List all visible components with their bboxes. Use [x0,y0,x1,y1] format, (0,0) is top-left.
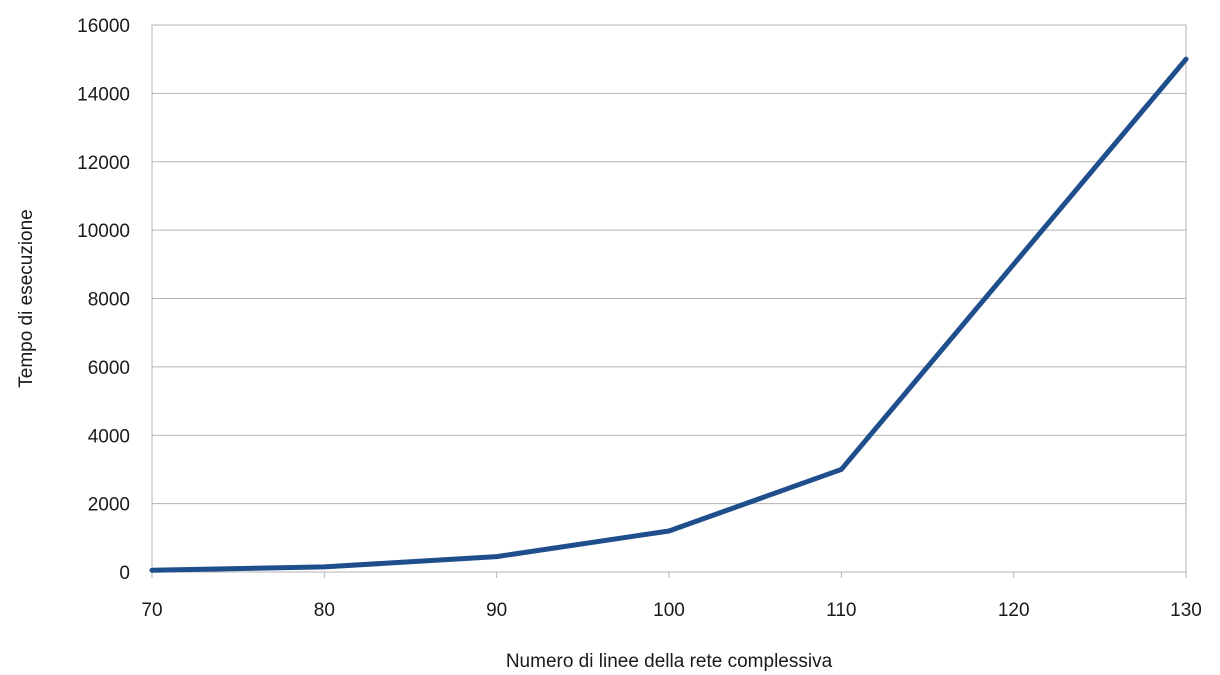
y-tick-label: 10000 [77,221,130,242]
x-tick-label: 130 [1170,600,1202,621]
y-axis-title: Tempo di esecuzione [16,209,37,388]
x-tick-label: 100 [653,600,685,621]
y-tick-label: 6000 [88,358,130,379]
y-tick-label: 16000 [77,16,130,37]
y-tick-label: 4000 [88,426,130,447]
x-tick-label: 110 [826,600,856,621]
x-axis-ticks: 70 80 90 100 110 120 130 [141,572,1202,621]
y-tick-label: 0 [119,563,130,584]
y-tick-label: 12000 [77,153,130,174]
x-tick-label: 120 [998,600,1030,621]
y-tick-label: 2000 [88,495,130,516]
x-axis-title: Numero di linee della rete complessiva [506,651,833,672]
series-layer [149,56,1189,573]
series-line-0 [149,56,1189,573]
x-tick-label: 70 [141,600,162,621]
y-axis-ticks: 0 2000 4000 6000 8000 10000 12000 14000 16000 [77,16,130,584]
x-tick-label: 90 [486,600,507,621]
y-tick-label: 8000 [88,290,130,311]
x-tick-label: 80 [314,600,335,621]
gridlines [152,24,1186,573]
y-tick-label: 14000 [77,84,130,105]
